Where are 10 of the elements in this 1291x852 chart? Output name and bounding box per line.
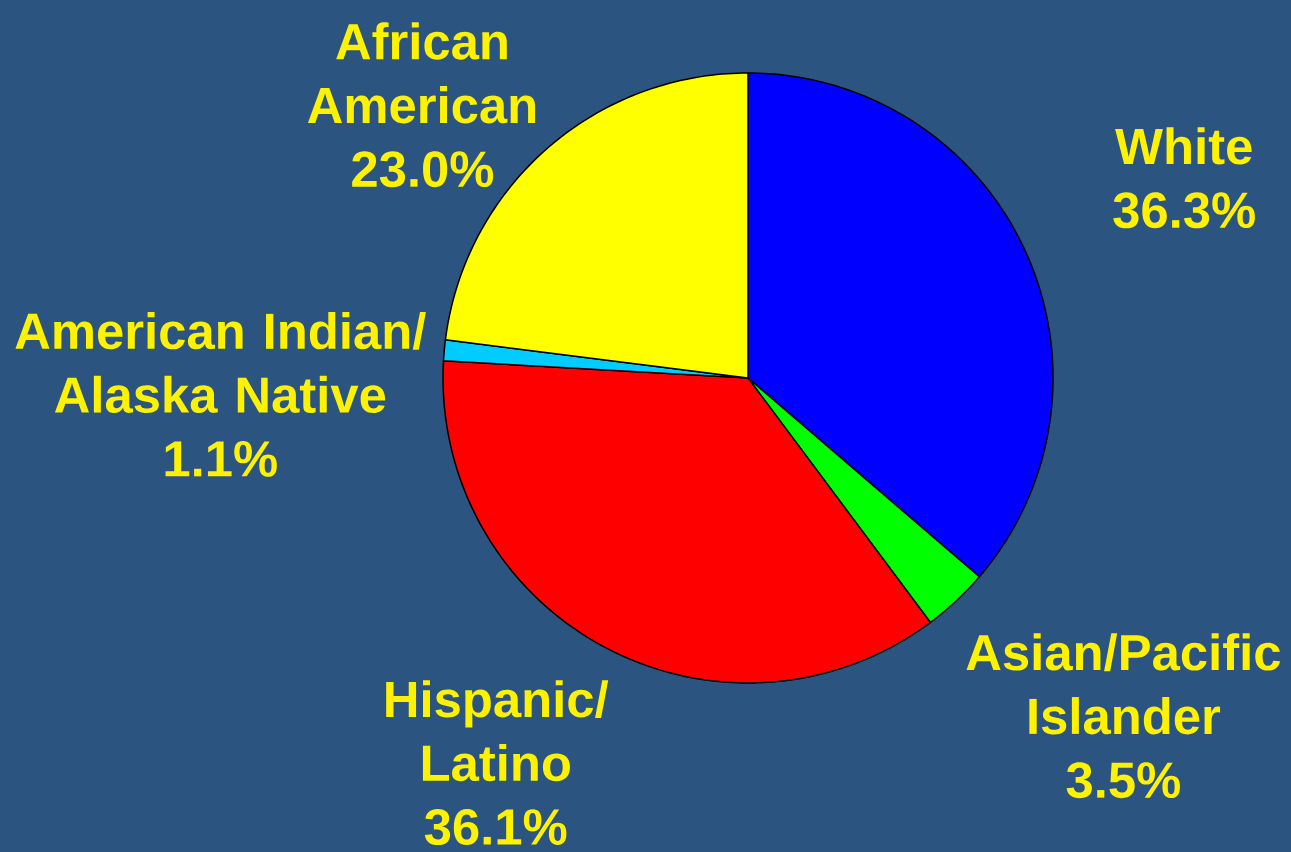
slice-label: White	[1115, 127, 1252, 165]
data-label: 3.5%	[1066, 762, 1180, 799]
slice-label: American Indian/ Alaska Native	[15, 312, 426, 414]
data-label: 1.1%	[165, 440, 277, 477]
slice-label: African American	[307, 22, 536, 124]
data-label: 36.1%	[424, 809, 567, 846]
data-label: 36.3%	[1113, 192, 1255, 229]
slice-label: Hispanic/ Latino	[386, 680, 609, 782]
data-label: 23.0%	[352, 151, 494, 188]
slice-label: Asian/Pacific Islander	[966, 633, 1281, 735]
